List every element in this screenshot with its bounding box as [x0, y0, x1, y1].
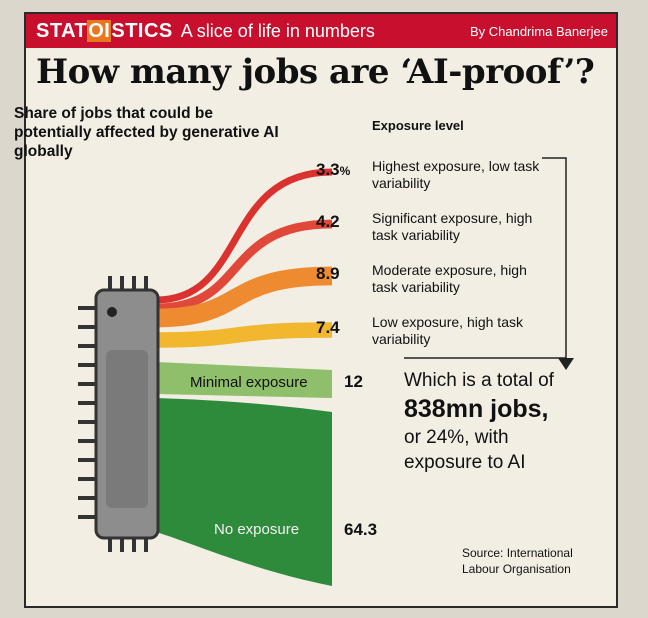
- total-callout: Which is a total of 838mn jobs, or 24%, …: [404, 368, 594, 475]
- total-line-4: exposure to AI: [404, 452, 526, 473]
- headline: How many jobs are ‘AI-proof’?: [36, 52, 595, 92]
- value-unit: %: [339, 164, 351, 178]
- section-header: STATOISTICS A slice of life in numbers B…: [26, 14, 616, 48]
- category-label: Moderate exposure, high task variability: [372, 262, 527, 295]
- arrow-down-icon: [558, 358, 574, 370]
- flow-band-5: [156, 362, 332, 398]
- brand-highlight: OI: [87, 19, 112, 42]
- chip-pin: [78, 439, 96, 443]
- category-label: Minimal exposure: [190, 374, 308, 391]
- chip-dot: [107, 307, 117, 317]
- category-label: Low exposure, high task variability: [372, 314, 523, 347]
- chip-pin: [78, 401, 96, 405]
- value-label: 3.3%: [316, 160, 350, 180]
- value-label: 7.4: [316, 318, 340, 338]
- chip-pin: [120, 276, 124, 290]
- section-tagline: A slice of life in numbers: [180, 20, 375, 41]
- section-brand: STATOISTICS: [36, 19, 173, 43]
- chip-pin: [78, 325, 96, 329]
- chart-title: Share of jobs that could be potentially …: [14, 105, 279, 160]
- chip-pin: [108, 276, 112, 290]
- chip-pin: [132, 276, 136, 290]
- chip-pin: [78, 420, 96, 424]
- chip-pin: [78, 496, 96, 500]
- category-label: No exposure: [214, 521, 300, 538]
- total-line-2: 838mn jobs,: [404, 395, 549, 423]
- chip-pin: [120, 538, 124, 552]
- value-number: 4.2: [316, 212, 340, 231]
- flow-band-2: [155, 219, 333, 313]
- chip-pin: [78, 515, 96, 519]
- chip-pin: [108, 538, 112, 552]
- chip-pin: [78, 382, 96, 386]
- value-number: 3.3: [316, 160, 340, 179]
- value-label: 12: [344, 372, 363, 391]
- flow-band-3: [155, 266, 333, 328]
- chip-pin: [78, 344, 96, 348]
- chip-pin: [78, 477, 96, 481]
- chip-pin: [144, 276, 148, 290]
- flow-band-4: [155, 322, 333, 348]
- flow-band-1: [155, 168, 333, 304]
- total-line-1: Which is a total of: [404, 370, 554, 391]
- value-label: 64.3: [344, 520, 378, 539]
- brand-post: STICS: [111, 19, 173, 42]
- chip-pin: [144, 538, 148, 552]
- brand-pre: STAT: [36, 19, 88, 42]
- value-label: 4.2: [316, 212, 340, 232]
- legend-title: Exposure level: [372, 118, 464, 133]
- value-number: 7.4: [316, 318, 340, 337]
- total-line-3: or 24%, with: [404, 427, 509, 448]
- chip-pin: [78, 458, 96, 462]
- chip-core: [106, 350, 148, 508]
- category-label: Highest exposure, low task variability: [372, 158, 540, 191]
- chip-pin: [78, 306, 96, 310]
- bracket-line: [404, 157, 567, 359]
- chip-pin: [132, 538, 136, 552]
- value-number: 8.9: [316, 264, 340, 283]
- value-label: 8.9: [316, 264, 340, 284]
- byline: By Chandrima Banerjee: [469, 23, 608, 39]
- source-note: Source: International Labour Organisatio…: [462, 546, 573, 576]
- flow-band-6: [156, 398, 332, 586]
- category-label: Significant exposure, high task variabil…: [372, 210, 533, 243]
- chip-pin: [78, 363, 96, 367]
